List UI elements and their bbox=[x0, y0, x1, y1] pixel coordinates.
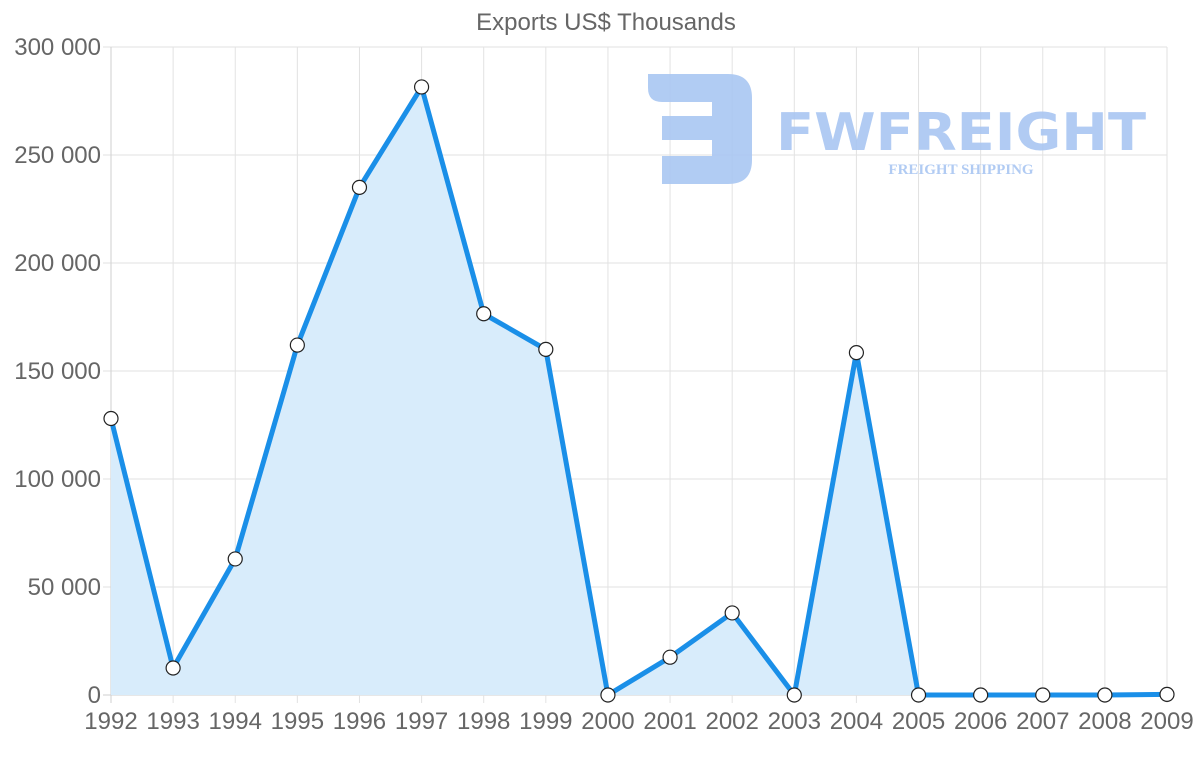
watermark-tagline: FREIGHT SHIPPING bbox=[888, 162, 1033, 178]
data-point-1998[interactable] bbox=[476, 306, 492, 322]
data-point-2004[interactable] bbox=[848, 345, 865, 361]
data-points bbox=[103, 79, 1175, 703]
x-tick-label: 2007 bbox=[1016, 708, 1069, 735]
data-point-2009[interactable] bbox=[1159, 686, 1175, 702]
chart-title: Exports US$ Thousands bbox=[476, 9, 736, 36]
y-tick-label: 0 bbox=[88, 682, 101, 709]
x-tick-label: 1998 bbox=[457, 708, 510, 735]
x-tick-label: 1999 bbox=[519, 708, 572, 735]
y-axis: 0 50 000 100 000 150 000 200 000 250 000 300 0… bbox=[14, 34, 101, 709]
x-tick-label: 2002 bbox=[705, 708, 758, 735]
data-point-1993[interactable] bbox=[165, 660, 181, 676]
data-point-2005[interactable] bbox=[910, 687, 927, 703]
data-line bbox=[108, 84, 1168, 698]
series-line bbox=[108, 84, 1168, 698]
y-tick-label: 300 000 bbox=[14, 34, 101, 61]
area-fill bbox=[111, 87, 1167, 695]
data-point-2000[interactable] bbox=[600, 687, 616, 703]
x-tick-label: 1992 bbox=[84, 708, 137, 735]
data-point-2002[interactable] bbox=[724, 605, 740, 621]
area-fill-path bbox=[111, 87, 1167, 695]
x-tick-label: 1997 bbox=[395, 708, 448, 735]
data-point-1995[interactable] bbox=[289, 337, 305, 353]
x-tick-label: 2009 bbox=[1140, 708, 1193, 735]
data-point-2007[interactable] bbox=[1035, 687, 1051, 703]
y-tick-label: 150 000 bbox=[14, 358, 101, 385]
x-tick-label: 1994 bbox=[209, 708, 262, 735]
data-point-1999[interactable] bbox=[538, 341, 554, 357]
watermark-brand: FWFREIGHT bbox=[776, 103, 1147, 163]
y-tick-label: 200 000 bbox=[14, 250, 101, 277]
data-point-2008[interactable] bbox=[1097, 687, 1113, 703]
x-tick-label: 1995 bbox=[271, 708, 324, 735]
data-point-2006[interactable] bbox=[973, 687, 989, 703]
x-tick-label: 2003 bbox=[768, 708, 821, 735]
x-tick-label: 2000 bbox=[581, 708, 634, 735]
data-point-2001[interactable] bbox=[662, 649, 678, 665]
x-tick-label: 2008 bbox=[1078, 708, 1131, 735]
x-tick-label: 1996 bbox=[333, 708, 386, 735]
y-tick-label: 50 000 bbox=[28, 574, 101, 601]
x-axis: 1992 1993 1994 1995 1996 1997 1998 1999 2000 2001… bbox=[84, 708, 1193, 735]
data-point-1997[interactable] bbox=[413, 79, 430, 95]
watermark-logo: FWFREIGHT FREIGHT SHIPPING bbox=[648, 74, 1147, 184]
x-tick-label: 1993 bbox=[146, 708, 199, 735]
fw-logo-icon bbox=[648, 74, 752, 184]
x-tick-label: 2006 bbox=[954, 708, 1007, 735]
y-tick-label: 250 000 bbox=[14, 142, 101, 169]
data-point-1994[interactable] bbox=[227, 551, 243, 567]
data-point-1996[interactable] bbox=[351, 179, 368, 195]
x-tick-label: 2005 bbox=[892, 708, 945, 735]
x-tick-label: 2001 bbox=[643, 708, 696, 735]
data-point-2003[interactable] bbox=[786, 687, 802, 703]
x-tick-label: 2004 bbox=[830, 708, 883, 735]
y-tick-label: 100 000 bbox=[14, 466, 101, 493]
data-point-1992[interactable] bbox=[103, 410, 119, 427]
